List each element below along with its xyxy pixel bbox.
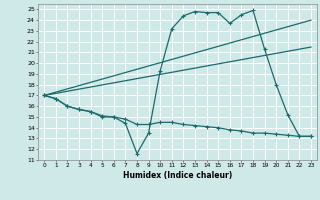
- X-axis label: Humidex (Indice chaleur): Humidex (Indice chaleur): [123, 171, 232, 180]
